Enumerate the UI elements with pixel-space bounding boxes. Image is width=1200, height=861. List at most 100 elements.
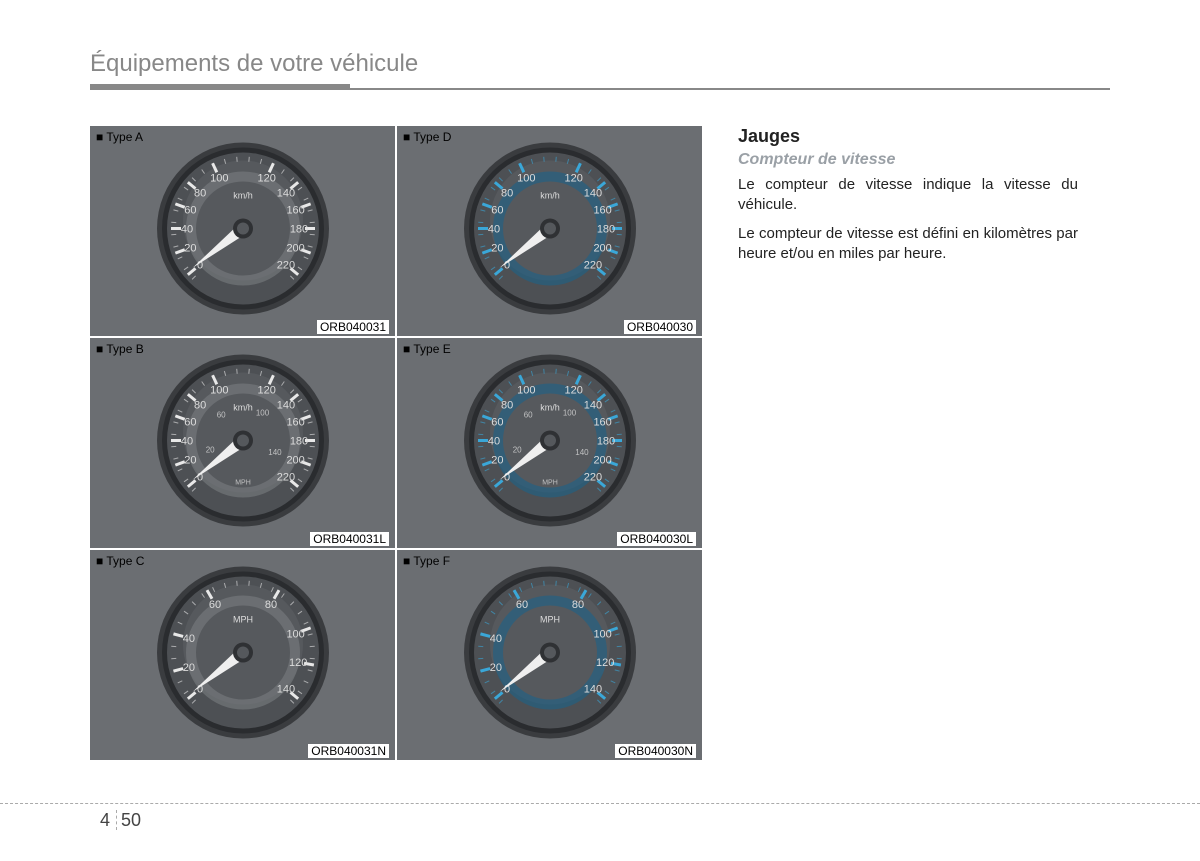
- image-code: ORB040031: [317, 320, 389, 334]
- gauge-grid: ■ Type A020406080100120140160180200220km…: [90, 126, 702, 760]
- svg-text:60: 60: [523, 410, 532, 419]
- svg-text:80: 80: [264, 599, 276, 611]
- image-code: ORB040031L: [310, 532, 389, 546]
- type-label: ■ Type E: [403, 342, 451, 356]
- svg-text:MPH: MPH: [540, 615, 560, 625]
- svg-text:80: 80: [500, 400, 512, 412]
- svg-text:40: 40: [487, 436, 499, 448]
- svg-text:160: 160: [593, 204, 611, 216]
- svg-text:120: 120: [595, 657, 613, 669]
- body-paragraph: Le compteur de vitesse indique la vitess…: [738, 175, 1078, 216]
- section-title: Jauges: [738, 126, 1078, 147]
- svg-text:100: 100: [517, 173, 535, 185]
- image-code: ORB040030L: [617, 532, 696, 546]
- svg-text:140: 140: [268, 448, 282, 457]
- speedometer-gauge: 020406080100120140160180200220km/h206010…: [460, 351, 640, 536]
- svg-text:km/h: km/h: [540, 403, 560, 413]
- svg-text:220: 220: [583, 471, 601, 483]
- svg-text:140: 140: [583, 400, 601, 412]
- page-footer: 450: [0, 803, 1200, 831]
- svg-text:220: 220: [276, 259, 294, 271]
- svg-text:140: 140: [276, 188, 294, 200]
- image-code: ORB040031N: [308, 744, 389, 758]
- svg-text:60: 60: [491, 204, 503, 216]
- speedometer-gauge: 020406080100120140160180200220km/h: [460, 139, 640, 324]
- gauge-cell: ■ Type A020406080100120140160180200220km…: [90, 126, 395, 336]
- svg-text:120: 120: [257, 173, 275, 185]
- type-label: ■ Type F: [403, 554, 450, 568]
- svg-text:MPH: MPH: [542, 480, 558, 487]
- svg-text:80: 80: [193, 188, 205, 200]
- svg-text:100: 100: [593, 628, 611, 640]
- svg-text:40: 40: [487, 224, 499, 236]
- svg-text:140: 140: [583, 188, 601, 200]
- svg-text:km/h: km/h: [233, 403, 253, 413]
- svg-text:km/h: km/h: [540, 191, 560, 201]
- svg-text:120: 120: [257, 385, 275, 397]
- svg-text:60: 60: [216, 410, 225, 419]
- svg-text:MPH: MPH: [235, 480, 251, 487]
- type-label: ■ Type C: [96, 554, 144, 568]
- image-code: ORB040030N: [615, 744, 696, 758]
- type-label: ■ Type D: [403, 130, 451, 144]
- svg-text:180: 180: [289, 436, 307, 448]
- svg-text:160: 160: [286, 204, 304, 216]
- svg-text:120: 120: [288, 657, 306, 669]
- page-number: 450: [100, 810, 141, 830]
- svg-text:80: 80: [193, 400, 205, 412]
- speedometer-gauge: 020406080100120140160180200220km/h206010…: [153, 351, 333, 536]
- svg-text:100: 100: [210, 173, 228, 185]
- section-subtitle: Compteur de vitesse: [738, 151, 1078, 169]
- svg-text:80: 80: [571, 599, 583, 611]
- gauge-cell: ■ Type C020406080100120140MPHORB040031N: [90, 550, 395, 760]
- type-label: ■ Type A: [96, 130, 143, 144]
- svg-text:180: 180: [596, 436, 614, 448]
- svg-text:20: 20: [184, 243, 196, 255]
- svg-text:160: 160: [593, 416, 611, 428]
- speedometer-gauge: 020406080100120140MPH: [153, 563, 333, 748]
- svg-text:220: 220: [276, 471, 294, 483]
- svg-text:60: 60: [515, 599, 527, 611]
- header-rule: [90, 84, 350, 90]
- svg-text:200: 200: [286, 455, 304, 467]
- svg-text:140: 140: [276, 683, 294, 695]
- text-column: Jauges Compteur de vitesse Le compteur d…: [738, 126, 1078, 760]
- svg-text:140: 140: [583, 683, 601, 695]
- svg-text:20: 20: [184, 455, 196, 467]
- svg-text:120: 120: [564, 173, 582, 185]
- svg-text:100: 100: [286, 628, 304, 640]
- svg-text:180: 180: [596, 224, 614, 236]
- svg-text:80: 80: [500, 188, 512, 200]
- svg-text:180: 180: [289, 224, 307, 236]
- svg-text:60: 60: [208, 599, 220, 611]
- svg-text:100: 100: [562, 409, 576, 418]
- svg-text:40: 40: [182, 633, 194, 645]
- svg-text:40: 40: [489, 633, 501, 645]
- gauge-cell: ■ Type F020406080100120140MPHORB040030N: [397, 550, 702, 760]
- speedometer-gauge: 020406080100120140MPH: [460, 563, 640, 748]
- svg-text:60: 60: [184, 416, 196, 428]
- svg-text:20: 20: [489, 662, 501, 674]
- svg-text:200: 200: [286, 243, 304, 255]
- body-paragraph: Le compteur de vitesse est défini en kil…: [738, 224, 1078, 265]
- svg-text:MPH: MPH: [233, 615, 253, 625]
- svg-text:km/h: km/h: [233, 191, 253, 201]
- gauge-cell: ■ Type D020406080100120140160180200220km…: [397, 126, 702, 336]
- svg-text:160: 160: [286, 416, 304, 428]
- type-label: ■ Type B: [96, 342, 144, 356]
- svg-text:20: 20: [512, 445, 521, 454]
- svg-text:200: 200: [593, 455, 611, 467]
- svg-text:100: 100: [210, 385, 228, 397]
- svg-text:220: 220: [583, 259, 601, 271]
- speedometer-gauge: 020406080100120140160180200220km/h: [153, 139, 333, 324]
- svg-text:60: 60: [184, 204, 196, 216]
- gauge-cell: ■ Type B020406080100120140160180200220km…: [90, 338, 395, 548]
- svg-text:40: 40: [180, 224, 192, 236]
- svg-text:120: 120: [564, 385, 582, 397]
- svg-text:20: 20: [182, 662, 194, 674]
- svg-text:20: 20: [205, 445, 214, 454]
- svg-text:140: 140: [276, 400, 294, 412]
- svg-text:100: 100: [255, 409, 269, 418]
- svg-text:20: 20: [491, 243, 503, 255]
- svg-text:200: 200: [593, 243, 611, 255]
